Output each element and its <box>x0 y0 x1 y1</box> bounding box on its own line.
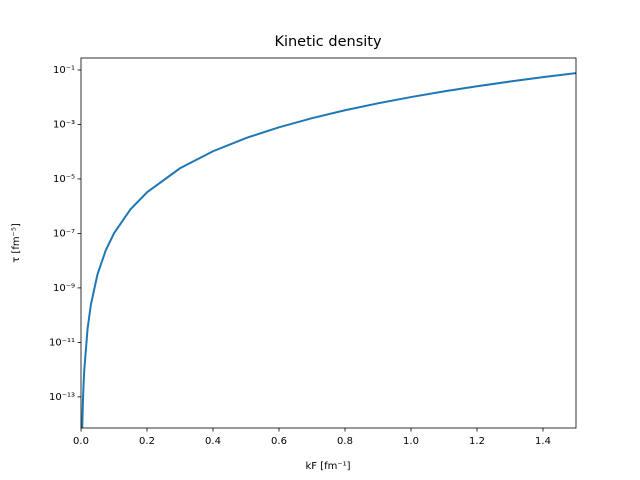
y-tick-label: 10⁻³ <box>53 119 75 130</box>
x-tick-label: 1.2 <box>469 436 485 447</box>
y-axis-label: τ [fm⁻⁵] <box>11 223 22 263</box>
y-tick-label: 10⁻¹¹ <box>49 337 75 348</box>
x-tick-label: 1.4 <box>535 436 551 447</box>
data-line <box>81 72 576 428</box>
y-tick-label: 10⁻¹³ <box>49 392 75 403</box>
plot-area <box>81 72 576 428</box>
axes-frame <box>80 57 577 429</box>
x-tick-label: 0.8 <box>337 436 353 447</box>
y-tick-label: 10⁻⁹ <box>53 283 75 294</box>
chart-title: Kinetic density <box>274 34 382 50</box>
y-tick-label: 10⁻¹ <box>53 65 75 76</box>
x-axis-label: kF [fm⁻¹] <box>305 461 350 472</box>
x-tick-label: 1.0 <box>403 436 419 447</box>
x-tick-label: 0.2 <box>139 436 155 447</box>
x-tick-label: 0.6 <box>271 436 287 447</box>
x-tick-label: 0.4 <box>205 436 221 447</box>
x-tick-label: 0.0 <box>73 436 89 447</box>
y-tick-label: 10⁻⁵ <box>53 174 75 185</box>
y-tick-label: 10⁻⁷ <box>53 228 75 239</box>
